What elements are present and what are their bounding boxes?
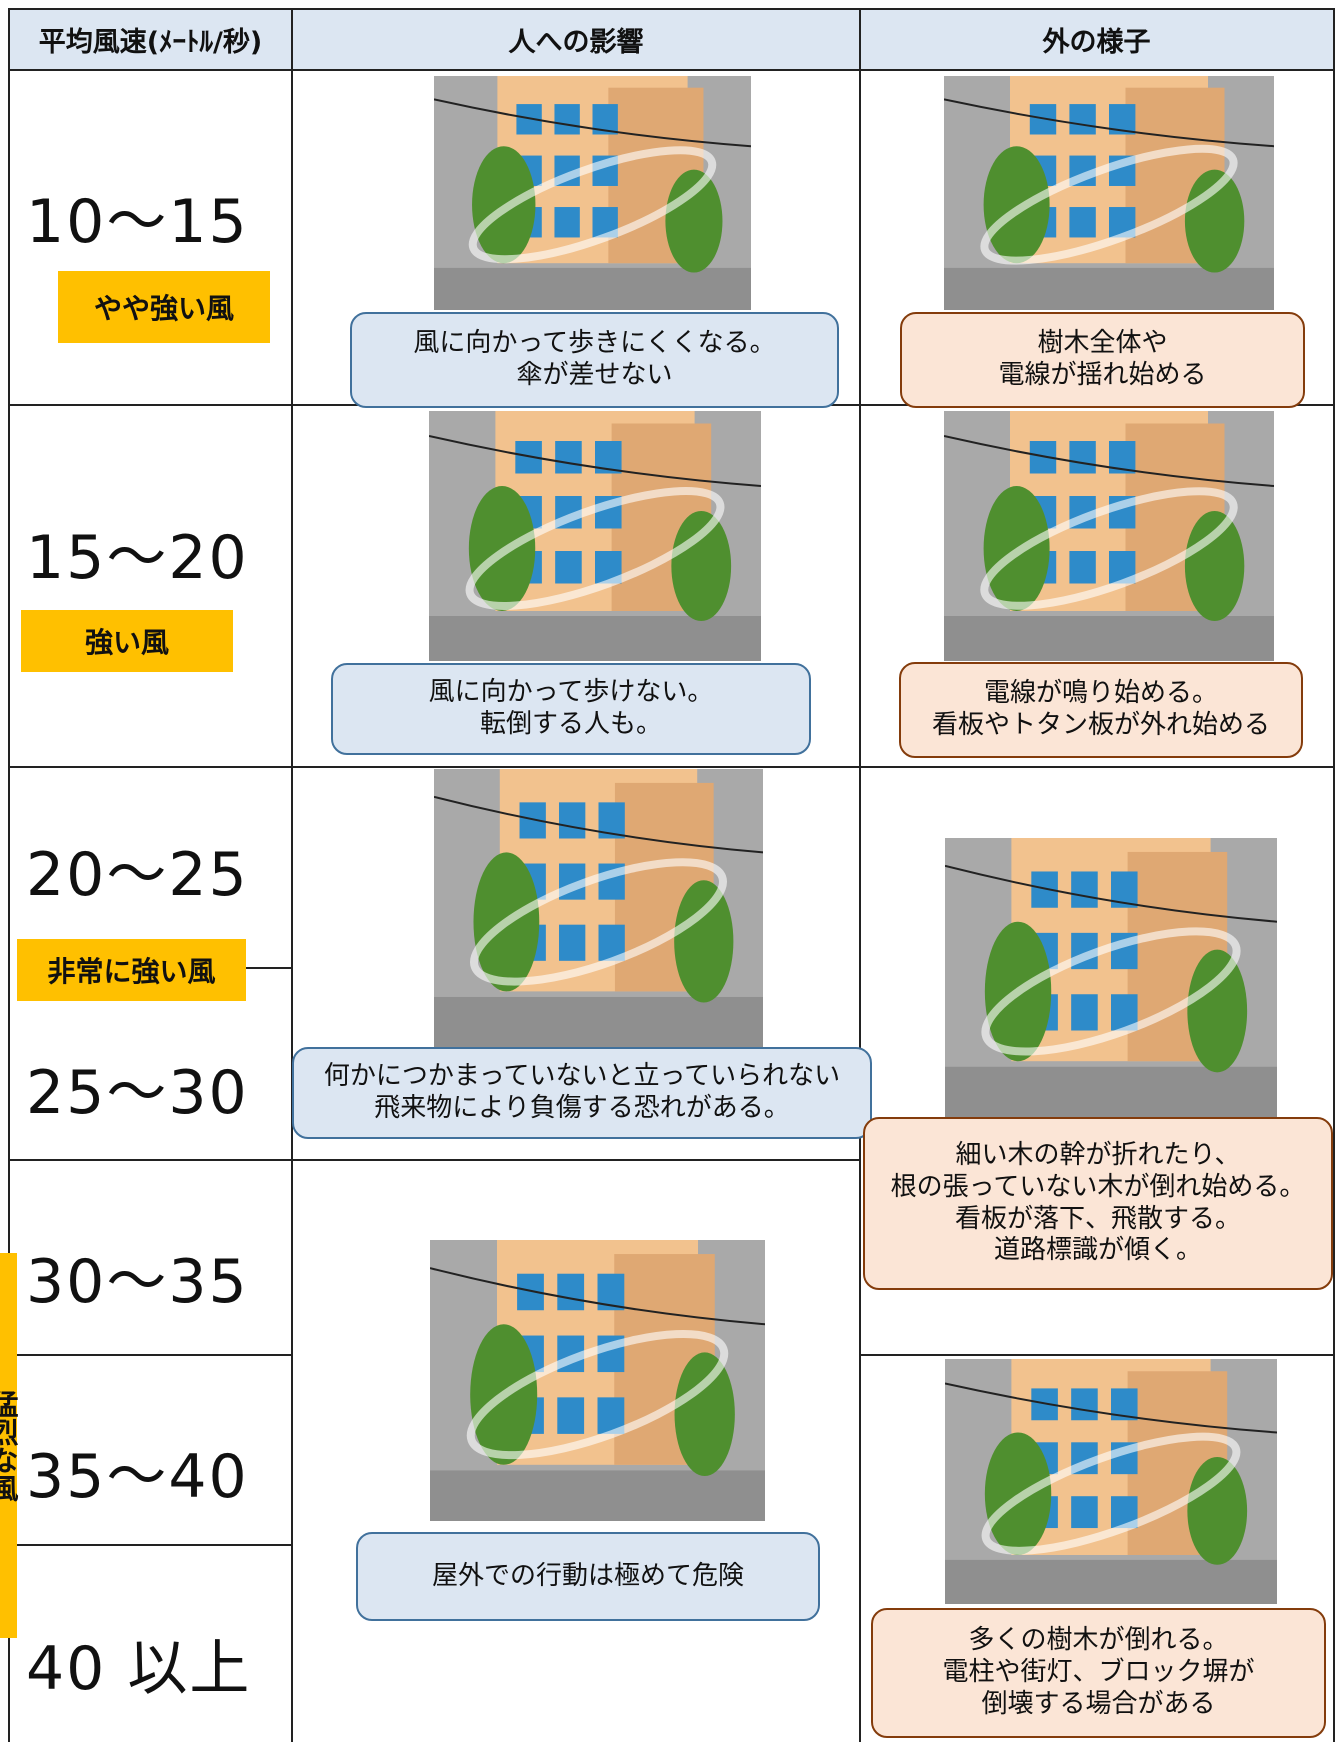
art (981, 927, 1241, 1056)
art (1069, 207, 1096, 238)
outside-effect: 多くの樹木が倒れる。 電柱や街灯、ブロック塀が 倒壊する場合がある (871, 1608, 1326, 1738)
art (434, 996, 763, 1047)
illustration (429, 411, 761, 661)
art (557, 1273, 585, 1311)
speed-label: 10～15 (26, 187, 249, 257)
speed-label: 20～25 (26, 840, 249, 910)
speed-label: 30～35 (26, 1247, 249, 1317)
border (17, 1354, 292, 1356)
art (945, 1559, 1277, 1604)
art (555, 441, 582, 474)
art (555, 551, 582, 584)
art (981, 1432, 1241, 1555)
art (945, 864, 1277, 923)
art (671, 511, 732, 621)
art (674, 880, 734, 1003)
art (1069, 104, 1096, 135)
people-effect: 風に向かって歩けない。 転倒する人も。 (331, 663, 811, 755)
art (554, 104, 580, 135)
art (554, 207, 580, 238)
art (983, 146, 1050, 264)
speed-label: 35～40 (26, 1442, 249, 1512)
border (8, 766, 1335, 768)
border (859, 8, 861, 1742)
art (434, 267, 751, 310)
outside-effect: 細い木の幹が折れたり、 根の張っていない木が倒れ始める。 看板が落下、飛散する。… (863, 1117, 1333, 1290)
people-effect: 風に向かって歩きにくくなる。 傘が差せない (350, 312, 839, 408)
wind-category: 猛烈な風 (0, 1253, 20, 1638)
border (8, 8, 10, 1742)
art (1069, 441, 1096, 474)
art (465, 487, 725, 610)
art (559, 924, 586, 961)
art (1069, 551, 1096, 584)
art (945, 1382, 1277, 1434)
art (430, 1470, 765, 1521)
art (944, 267, 1274, 310)
art (429, 616, 761, 661)
art (557, 1397, 585, 1434)
header-cell: 外の様子 (860, 9, 1333, 70)
people-effect: 屋外での行動は極めて危険 (356, 1532, 820, 1621)
art (434, 795, 763, 854)
art (944, 435, 1274, 487)
border (8, 1159, 860, 1161)
border (17, 1544, 292, 1546)
wind-category: 強い風 (21, 610, 233, 672)
art (665, 169, 723, 273)
outside-effect: 樹木全体や 電線が揺れ始める (900, 312, 1305, 408)
wind-category: やや強い風 (58, 271, 270, 343)
border (860, 1354, 1335, 1356)
border (8, 8, 1335, 10)
art (1184, 511, 1245, 621)
art (944, 616, 1274, 661)
art (980, 144, 1238, 265)
art (470, 858, 727, 986)
art (430, 1267, 765, 1326)
art (466, 1329, 729, 1460)
art (1187, 949, 1248, 1073)
art (674, 1352, 735, 1477)
illustration (944, 76, 1274, 310)
art (429, 435, 761, 487)
speed-label: 40 以上 (26, 1634, 252, 1704)
art (980, 487, 1238, 610)
art (1071, 994, 1098, 1031)
border (246, 967, 292, 969)
illustration (945, 1359, 1277, 1604)
people-effect: 何かにつかまっていないと立っていられない 飛来物により負傷する恐れがある。 (292, 1047, 872, 1139)
illustration (430, 1240, 765, 1521)
art (944, 98, 1274, 148)
illustration (434, 769, 763, 1047)
art (434, 98, 751, 148)
header-cell: 人への影響 (292, 9, 860, 70)
illustration (945, 838, 1277, 1117)
art (945, 1066, 1277, 1117)
outside-effect: 電線が鳴り始める。 看板やトタン板が外れ始める (899, 662, 1303, 758)
illustration (434, 76, 751, 310)
art (1187, 1457, 1248, 1565)
speed-label: 25～30 (26, 1058, 249, 1128)
wind-category: 非常に強い風 (17, 939, 246, 1001)
header-cell: 平均風速(ﾒｰﾄﾙ/秒) (9, 9, 292, 70)
art (468, 146, 717, 264)
border (291, 8, 293, 1742)
art (1071, 1388, 1098, 1421)
illustration (944, 411, 1274, 661)
art (1071, 1496, 1098, 1529)
border (1333, 8, 1335, 1742)
art (1071, 871, 1098, 908)
border (8, 69, 1335, 71)
art (559, 802, 586, 839)
speed-label: 15～20 (26, 523, 249, 593)
